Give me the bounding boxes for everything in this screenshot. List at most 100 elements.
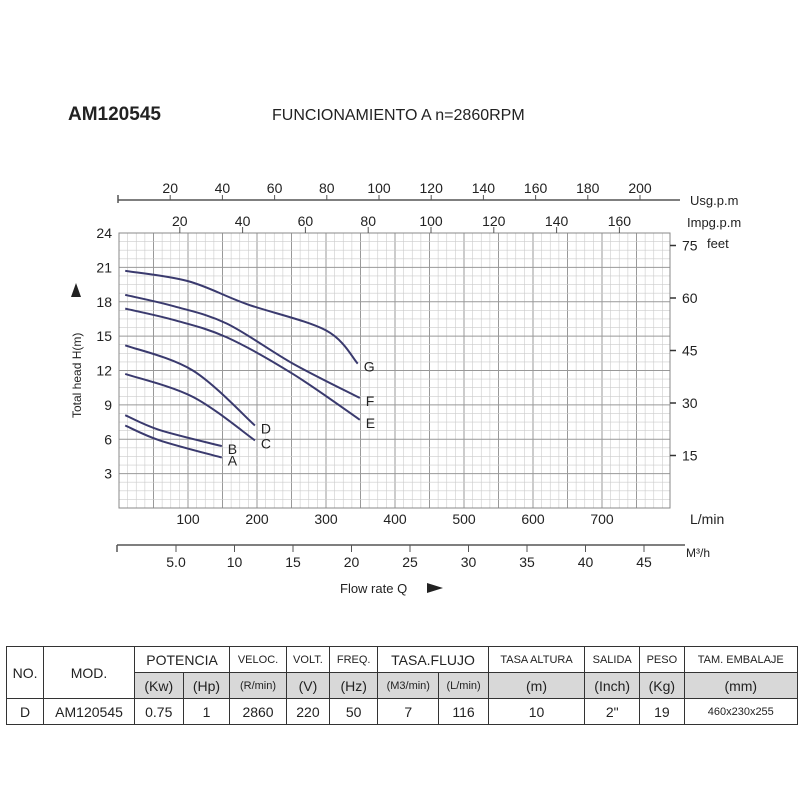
x-unit-label: L/min	[690, 511, 724, 527]
impg-tick-label: 20	[172, 213, 188, 229]
cell-kw: 0.75	[133, 698, 184, 725]
usg-tick-label: 120	[420, 180, 444, 196]
th-tam-embalaje: TAM. EMBALAJE	[683, 646, 799, 673]
unit-lmin: (L/min)	[438, 672, 489, 699]
cell-inch: 2"	[584, 698, 641, 725]
curve-F	[124, 293, 361, 399]
pump-curve-chart: 3 6 9 12 15 18 21 24 100 200 300 400 500 600 700 L/min 1…	[70, 180, 741, 596]
cell-no: D	[5, 698, 45, 725]
th-potencia: POTENCIA	[133, 646, 231, 673]
y-tick-label: 9	[104, 397, 112, 413]
up-arrow-icon	[71, 283, 81, 297]
curve-E	[124, 307, 361, 421]
model-title: AM120545	[68, 104, 161, 125]
right-arrow-icon	[427, 583, 443, 593]
unit-m: (m)	[487, 672, 586, 699]
y-tick-label: 18	[96, 294, 112, 310]
impg-tick-label: 80	[360, 213, 376, 229]
usg-tick-label: 140	[472, 180, 496, 196]
m3h-tick-label: 40	[578, 554, 594, 570]
impg-tick-label: 160	[608, 213, 632, 229]
curve-D	[124, 344, 256, 427]
curve-label-E: E	[366, 415, 375, 431]
impg-tick-label: 140	[545, 213, 569, 229]
cell-v: 220	[285, 698, 331, 725]
x-axis-title: Flow rate Q	[340, 581, 407, 596]
unit-kg: (Kg)	[639, 672, 685, 699]
y-tick-label: 24	[96, 225, 112, 241]
x-tick-label: 500	[452, 511, 476, 527]
th-no: NO.	[5, 646, 45, 699]
impg-axis-label: Impg.p.m	[687, 215, 741, 230]
impg-tick-label: 60	[298, 213, 314, 229]
impg-tick-label: 100	[419, 213, 443, 229]
chart-subtitle: FUNCIONAMIENTO A n=2860RPM	[272, 107, 525, 124]
cell-lmin: 116	[438, 698, 489, 725]
th-salida: SALIDA	[584, 646, 641, 673]
curve-label-F: F	[366, 393, 375, 409]
th-peso: PESO	[639, 646, 685, 673]
unit-hz: (Hz)	[329, 672, 379, 699]
cell-m: 10	[487, 698, 586, 725]
m3h-tick-label: 30	[461, 554, 477, 570]
cell-hz: 50	[329, 698, 379, 725]
usg-tick-label: 160	[524, 180, 548, 196]
curve-C	[124, 372, 256, 442]
th-volt: VOLT.	[285, 646, 331, 673]
th-tasa-flujo: TASA.FLUJO	[377, 646, 489, 673]
m3h-tick-label: 35	[519, 554, 535, 570]
unit-m3min: (M3/min)	[377, 672, 440, 699]
m3h-tick-label: 15	[285, 554, 301, 570]
unit-v: (V)	[285, 672, 331, 699]
m3h-tick-label: 25	[402, 554, 418, 570]
usg-axis-label: Usg.p.m	[690, 193, 738, 208]
curve-label-G: G	[364, 359, 375, 375]
unit-inch: (Inch)	[584, 672, 641, 699]
feet-tick-label: 75	[682, 238, 698, 254]
unit-hp: (Hp)	[182, 672, 231, 699]
cell-rmin: 2860	[229, 698, 287, 725]
unit-mm: (mm)	[683, 672, 799, 699]
m3h-tick-label: 10	[227, 554, 243, 570]
feet-tick-label: 45	[682, 343, 698, 359]
m3h-tick-label: 20	[344, 554, 360, 570]
usg-tick-label: 200	[628, 180, 652, 196]
x-tick-label: 300	[314, 511, 338, 527]
cell-hp: 1	[182, 698, 231, 725]
plot-frame	[118, 232, 671, 509]
y-tick-label: 21	[96, 259, 112, 275]
m3h-tick-label: 45	[636, 554, 652, 570]
th-freq: FREQ.	[329, 646, 379, 673]
curve-label-C: C	[261, 435, 271, 451]
usg-tick-label: 20	[162, 180, 178, 196]
spec-table: NO. MOD. POTENCIA VELOC. VOLT. FREQ. TAS…	[5, 646, 799, 725]
y-tick-label: 15	[96, 328, 112, 344]
feet-tick-label: 30	[682, 395, 698, 411]
feet-axis-label: feet	[707, 236, 729, 251]
th-tasa-altura: TASA ALTURA	[487, 646, 586, 673]
curve-label-A: A	[228, 453, 238, 469]
x-tick-label: 200	[245, 511, 269, 527]
th-mod: MOD.	[43, 646, 135, 699]
curve-B	[124, 414, 223, 448]
x-tick-label: 100	[176, 511, 200, 527]
usg-tick-label: 100	[367, 180, 391, 196]
impg-tick-label: 120	[482, 213, 506, 229]
unit-rmin: (R/min)	[229, 672, 287, 699]
m3h-tick-label: 5.0	[166, 554, 186, 570]
y-axis-title: Total head H(m)	[70, 333, 84, 418]
curve-G	[125, 269, 359, 365]
m3h-axis-label: M³/h	[686, 546, 710, 560]
cell-mm: 460x230x255	[683, 698, 799, 725]
x-tick-label: 600	[521, 511, 545, 527]
cell-m3min: 7	[377, 698, 440, 725]
usg-tick-label: 180	[576, 180, 600, 196]
impg-tick-label: 40	[235, 213, 251, 229]
feet-tick-label: 60	[682, 290, 698, 306]
usg-tick-label: 80	[319, 180, 335, 196]
cell-mod: AM120545	[43, 698, 135, 725]
x-tick-label: 400	[383, 511, 407, 527]
feet-tick-label: 15	[682, 448, 698, 464]
cell-kg: 19	[639, 698, 685, 725]
y-tick-label: 3	[104, 466, 112, 482]
